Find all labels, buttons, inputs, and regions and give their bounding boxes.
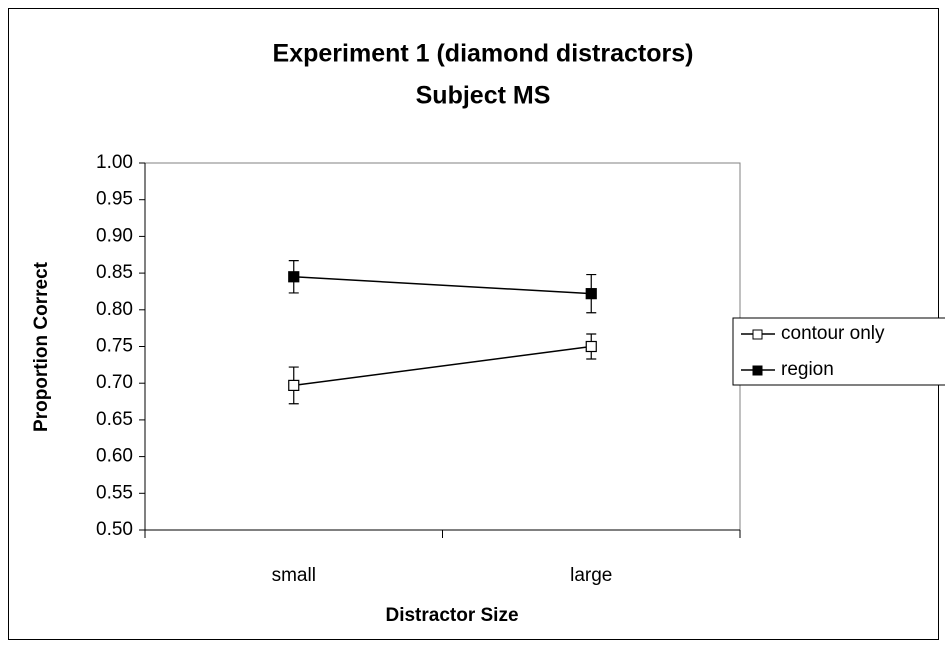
y-tick-label: 0.70 — [96, 372, 133, 393]
marker — [585, 288, 597, 300]
y-tick-label: 0.55 — [96, 482, 133, 503]
y-tick-label: 1.00 — [96, 152, 133, 173]
legend-box — [732, 317, 945, 386]
x-axis-title: Distractor Size — [385, 605, 518, 626]
y-tick-label: 0.75 — [96, 336, 133, 357]
y-tick-label: 0.50 — [96, 519, 133, 540]
chart-title: Experiment 1 (diamond distractors) — [273, 40, 694, 68]
marker — [288, 379, 300, 392]
y-tick-label: 0.90 — [96, 225, 133, 246]
y-tick-label: 0.60 — [96, 446, 133, 467]
legend-label: region — [781, 359, 834, 380]
marker — [585, 340, 597, 353]
series-line — [293, 276, 592, 295]
y-tick-label: 0.65 — [96, 409, 133, 430]
marker — [288, 271, 300, 283]
x-tick-label: small — [272, 565, 316, 586]
legend-marker — [752, 329, 763, 340]
y-tick-label: 0.85 — [96, 262, 133, 283]
series-line — [293, 345, 592, 387]
plot-area — [144, 162, 741, 531]
chart-subtitle: Subject MS — [416, 82, 551, 110]
y-tick-label: 0.95 — [96, 189, 133, 210]
legend-label: contour only — [781, 323, 885, 344]
legend-marker — [752, 365, 763, 376]
y-axis-title: Proportion Correct — [31, 261, 52, 432]
y-tick-label: 0.80 — [96, 299, 133, 320]
x-tick-label: large — [570, 565, 612, 586]
